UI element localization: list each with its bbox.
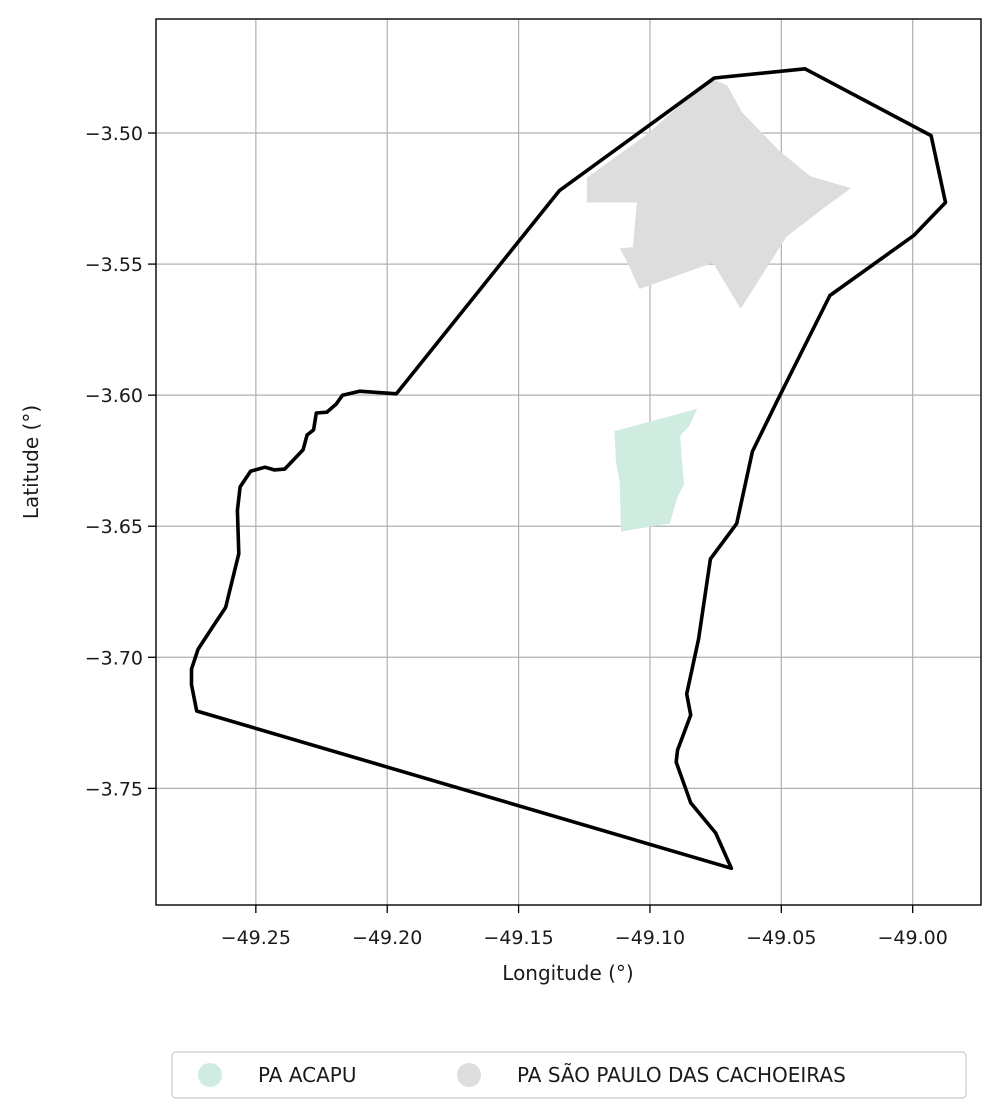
x-axis-label: Longitude (°) (502, 961, 633, 985)
x-tick-label: −49.20 (352, 927, 422, 949)
y-tick-label: −3.70 (85, 647, 143, 669)
legend-label-sao-paulo: PA SÃO PAULO DAS CACHOEIRAS (517, 1063, 846, 1087)
y-tick-label: −3.55 (85, 254, 143, 276)
legend-swatch-acapu (198, 1063, 222, 1087)
protected-areas (586, 78, 851, 532)
y-tick-label: −3.50 (85, 123, 143, 145)
legend-swatch-sao-paulo (457, 1063, 481, 1087)
y-tick-label: −3.75 (85, 778, 143, 800)
area-pa-acapu (614, 408, 698, 532)
legend-box (171, 1051, 967, 1099)
plot-frame (155, 18, 982, 906)
area-pa-sao-paulo-das-cachoeiras (586, 78, 851, 309)
boundary-outline (189, 67, 948, 871)
x-tick-label: −49.10 (615, 927, 685, 949)
y-tick-label: −3.60 (85, 385, 143, 407)
x-tick-label: −49.15 (483, 927, 553, 949)
legend: PA ACAPU PA SÃO PAULO DAS CACHOEIRAS (171, 1051, 967, 1099)
x-tick-label: −49.05 (746, 927, 816, 949)
legend-label-acapu: PA ACAPU (258, 1063, 357, 1087)
y-axis-label: Latitude (°) (19, 405, 43, 519)
study-boundary (189, 67, 948, 871)
axis-ticks: −49.25 −49.20 −49.15 −49.10 −49.05 −49.00 −3.5… (85, 123, 948, 949)
x-tick-label: −49.00 (878, 927, 948, 949)
y-tick-label: −3.65 (85, 516, 143, 538)
grid (156, 19, 981, 905)
x-tick-label: −49.25 (221, 927, 291, 949)
